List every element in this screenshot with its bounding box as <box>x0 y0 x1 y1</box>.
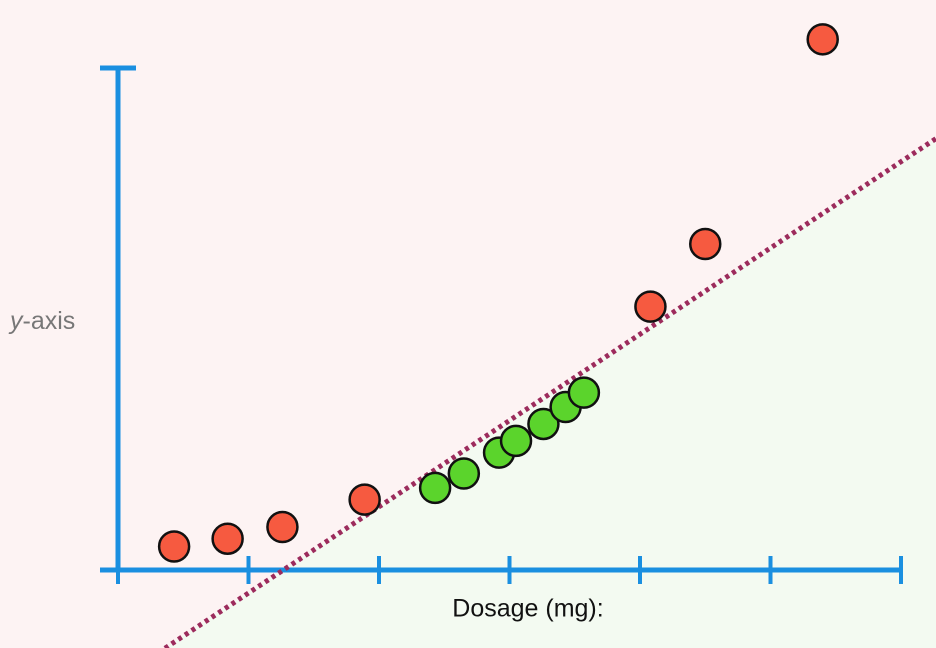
point <box>266 510 299 544</box>
point <box>447 457 481 490</box>
y-axis-label-suffix: -axis <box>23 307 76 335</box>
point <box>211 522 244 555</box>
marks <box>157 23 936 648</box>
region-below-line <box>164 138 936 648</box>
x-axis-label: Dosage (mg): <box>452 595 603 623</box>
axes <box>100 65 903 584</box>
point <box>418 471 452 505</box>
point <box>806 23 839 56</box>
region-group <box>164 138 936 648</box>
point <box>567 376 601 409</box>
y-axis-label: y-axis <box>8 307 75 335</box>
point <box>634 290 667 323</box>
point <box>527 407 560 441</box>
point <box>157 530 191 563</box>
reference-line <box>163 136 936 648</box>
y-axis-label-var: y <box>8 307 24 335</box>
point <box>689 227 722 261</box>
point <box>348 483 381 516</box>
point <box>499 424 533 458</box>
